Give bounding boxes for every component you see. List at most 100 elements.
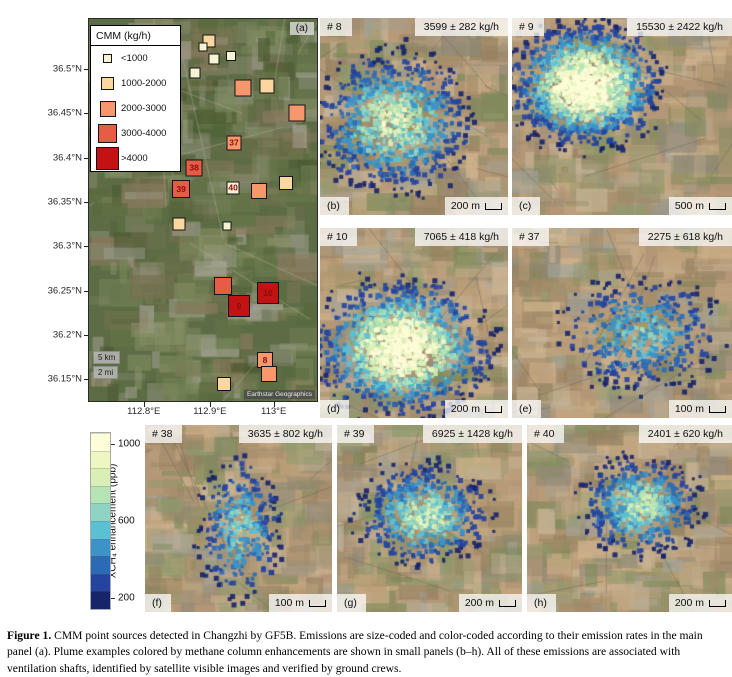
- scale-km: 5 km: [93, 351, 121, 364]
- legend-item-label: 3000-4000: [121, 128, 167, 139]
- colorbar-segment-8: [91, 573, 110, 592]
- scale-bracket-icon: [709, 405, 726, 413]
- emission-rate-h: 2401 ± 620 kg/h: [638, 425, 732, 443]
- plume-panel-b: # 8 3599 ± 282 kg/h (b) 200 m: [320, 18, 508, 215]
- panel-label-g: (g): [337, 594, 366, 612]
- x-tick-mark: [273, 402, 275, 407]
- map-attribution: Earthstar Geographics: [243, 390, 315, 399]
- y-tick-label: 36.3°N: [52, 240, 82, 252]
- x-tick-mark: [209, 402, 211, 407]
- legend-item-2: 2000-3000: [91, 96, 180, 121]
- panel-label-e: (e): [512, 400, 541, 418]
- emission-marker: [172, 217, 186, 231]
- y-tick-label: 36.35°N: [47, 196, 82, 208]
- scale-mi: 2 mi: [93, 366, 119, 379]
- emission-marker: [278, 175, 293, 190]
- legend-item-label: 1000-2000: [121, 78, 167, 89]
- marker-id-label: 37: [229, 137, 239, 148]
- site-id-f: # 38: [145, 425, 183, 443]
- legend-item-4: >4000: [91, 146, 180, 171]
- plume-panel-c: # 9 15530 ± 2422 kg/h (c) 500 m: [512, 18, 732, 215]
- marker-id-label: 39: [176, 183, 186, 194]
- colorbar-segment-9: [91, 591, 110, 609]
- y-tick-label: 36.5°N: [52, 63, 82, 75]
- legend-item-3: 3000-4000: [91, 121, 180, 146]
- emission-marker-9: 9: [228, 294, 251, 317]
- caption-text: CMM point sources detected in Changzhi b…: [7, 629, 703, 675]
- plume-canvas-g: [337, 425, 522, 612]
- site-id-d: # 10: [320, 228, 358, 246]
- site-id-b: # 8: [320, 18, 352, 36]
- scale-bar-d: 200 m: [444, 400, 508, 418]
- legend-swatch: [96, 147, 119, 170]
- colorbar-tick-label: 600: [118, 515, 135, 527]
- panel-a-label: (a): [289, 22, 314, 35]
- marker-id-label: 9: [236, 300, 242, 311]
- plume-canvas-d: [320, 228, 508, 418]
- figure-caption: Figure 1. CMM point sources detected in …: [7, 628, 725, 677]
- scale-bar-g: 200 m: [458, 594, 522, 612]
- colorbar-tick-mark: [111, 521, 115, 522]
- panel-label-h: (h): [527, 594, 556, 612]
- scale-bar-h: 200 m: [668, 594, 732, 612]
- emission-marker: [226, 51, 237, 62]
- marker-id-label: 10: [263, 287, 273, 298]
- caption-label: Figure 1.: [7, 629, 52, 642]
- y-tick-mark: [84, 290, 89, 292]
- legend-item-0: <1000: [91, 46, 180, 71]
- scale-bracket-icon: [499, 599, 516, 607]
- colorbar-tick-mark: [111, 444, 115, 446]
- y-tick-mark: [84, 379, 89, 381]
- plume-panel-e: # 37 2275 ± 618 kg/h (e) 100 m: [512, 228, 732, 418]
- plume-panel-h: # 40 2401 ± 620 kg/h (h) 200 m: [527, 425, 732, 612]
- plume-canvas-e: [512, 228, 732, 418]
- y-tick-label: 36.25°N: [47, 285, 82, 297]
- map-panel-a: (a) CMM (kg/h) <1000 1000-2000 2000-3000 30…: [48, 18, 318, 417]
- scale-bracket-icon: [485, 405, 502, 413]
- legend-swatch: [98, 124, 117, 143]
- x-tick-label: 112.8°E: [127, 406, 161, 417]
- legend-swatch: [101, 77, 114, 90]
- panel-label-b: (b): [320, 197, 349, 215]
- legend-item-label: <1000: [121, 53, 148, 64]
- emission-rate-b: 3599 ± 282 kg/h: [414, 18, 508, 36]
- emission-rate-c: 15530 ± 2422 kg/h: [627, 18, 732, 36]
- emission-marker-37: 37: [226, 135, 242, 151]
- plume-panel-d: # 10 7065 ± 418 kg/h (d) 200 m: [320, 228, 508, 418]
- x-tick-mark: [143, 402, 145, 407]
- y-tick-mark: [84, 113, 89, 115]
- y-tick-mark: [84, 157, 89, 159]
- plume-panel-f: # 38 3635 ± 802 kg/h (f) 100 m: [145, 425, 332, 612]
- y-tick-mark: [84, 246, 89, 248]
- y-tick-mark: [84, 69, 89, 71]
- colorbar-segment-5: [91, 520, 110, 539]
- legend-swatch: [103, 54, 112, 63]
- scale-bar-e: 100 m: [668, 400, 732, 418]
- colorbar-gradient: [90, 432, 111, 610]
- scale-bracket-icon: [709, 202, 726, 210]
- emission-marker: [214, 277, 233, 296]
- y-tick-label: 36.45°N: [47, 107, 82, 119]
- panel-label-f: (f): [145, 594, 171, 612]
- emission-marker: [216, 376, 231, 391]
- emission-marker-40: 40: [226, 181, 240, 195]
- emission-rate-g: 6925 ± 1428 kg/h: [422, 425, 522, 443]
- colorbar-tick-label: 1000: [118, 438, 141, 450]
- emission-marker-39: 39: [172, 179, 191, 198]
- emission-marker: [251, 182, 268, 199]
- site-id-g: # 39: [337, 425, 375, 443]
- emission-rate-e: 2275 ± 618 kg/h: [638, 228, 732, 246]
- scale-bracket-icon: [309, 599, 326, 607]
- colorbar: XCH₄ enhancement (ppb) 1000 600 200: [90, 432, 160, 610]
- cmm-legend: CMM (kg/h) <1000 1000-2000 2000-3000 3000-4…: [90, 25, 181, 172]
- colorbar-segment-2: [91, 468, 110, 486]
- colorbar-segment-4: [91, 503, 110, 521]
- legend-items: <1000 1000-2000 2000-3000 3000-4000 >4000: [91, 46, 180, 171]
- colorbar-segment-0: [91, 433, 110, 451]
- legend-title: CMM (kg/h): [91, 26, 180, 46]
- emission-marker: [288, 104, 306, 122]
- plume-canvas-h: [527, 425, 732, 612]
- x-tick-label: 113°E: [261, 406, 287, 417]
- colorbar-tick-mark: [111, 597, 115, 599]
